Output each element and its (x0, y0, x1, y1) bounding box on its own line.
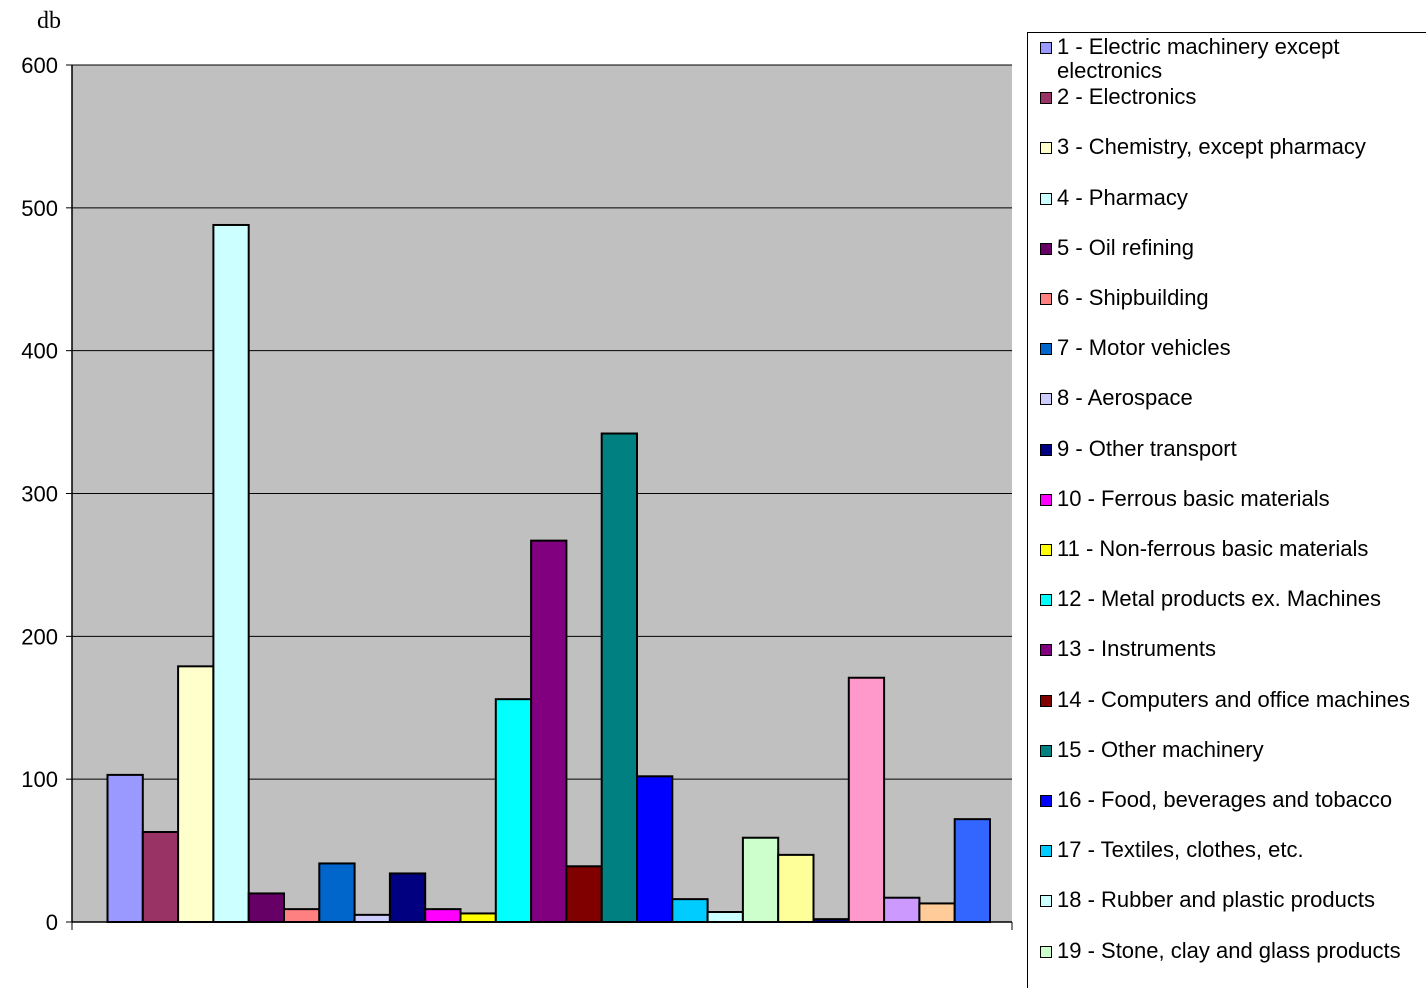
legend-label: 16 - Food, beverages and tobacco (1057, 787, 1393, 812)
legend-swatch (1040, 443, 1052, 456)
legend-label: 15 - Other machinery (1057, 736, 1264, 762)
legend-swatch (1040, 293, 1052, 305)
bar-24 (918, 902, 956, 923)
legend-label: 10 - Ferrous basic materials (1057, 485, 1330, 511)
legend-label: 11 - Non-ferrous basic materials (1057, 536, 1369, 561)
legend-label: 18 - Rubber and plastic products (1057, 887, 1375, 913)
legend-swatch (1040, 845, 1052, 858)
legend-swatch (1040, 192, 1052, 205)
legend-swatch (1040, 945, 1052, 958)
bar-5 (247, 892, 285, 924)
bar-8 (353, 913, 391, 924)
bar-2 (141, 831, 180, 924)
bar-9 (388, 872, 427, 923)
legend-label: 5 - Oil refining (1057, 234, 1194, 260)
bar-6 (283, 908, 321, 924)
legend-swatch (1040, 92, 1052, 105)
bar-23 (883, 896, 921, 923)
y-tick-label: 400 (21, 339, 58, 364)
bar-3 (177, 665, 215, 923)
legend-swatch (1040, 694, 1052, 707)
legend-swatch (1040, 895, 1052, 908)
legend-label: 1 - Electric machinery except electronic… (1057, 34, 1340, 83)
legend-swatch (1040, 42, 1052, 54)
legend-label: 7 - Motor vehicles (1057, 335, 1231, 361)
legend-swatch (1040, 744, 1052, 757)
legend-label: 6 - Shipbuilding (1057, 285, 1209, 310)
bar-20 (777, 853, 815, 924)
legend-swatch (1040, 544, 1052, 556)
bar-22 (847, 676, 886, 923)
bar-21 (812, 918, 850, 923)
legend-label: 3 - Chemistry, except pharmacy (1057, 134, 1366, 160)
legend-swatch (1040, 393, 1052, 406)
bar-17 (671, 898, 709, 923)
y-tick-label: 600 (21, 53, 58, 78)
bar-14 (565, 865, 603, 923)
legend-label: 2 - Electronics (1057, 84, 1197, 110)
legend-label: 4 - Pharmacy (1057, 184, 1188, 210)
bar-13 (530, 539, 568, 923)
y-tick-label: 100 (21, 767, 58, 792)
bar-1 (106, 773, 144, 923)
legend-swatch (1040, 343, 1052, 356)
y-tick-label: 0 (46, 910, 58, 935)
legend-label: 14 - Computers and office machines (1057, 686, 1410, 712)
bar-chart: 0 100 200 300 400 500 600 (21, 53, 1013, 935)
legend-label: 12 - Metal products ex. Machines (1057, 586, 1382, 612)
legend-swatch (1040, 493, 1052, 506)
bar-11 (459, 912, 497, 923)
legend-swatch (1040, 142, 1052, 155)
bar-18 (706, 911, 744, 923)
legend-label: 8 - Aerospace (1057, 385, 1193, 411)
bar-12 (494, 698, 533, 923)
legend-swatch (1040, 795, 1052, 807)
y-tick-label: 200 (21, 624, 58, 649)
bar-7 (318, 862, 356, 924)
legend-swatch (1040, 594, 1052, 607)
bar-10 (424, 908, 462, 924)
y-tick-label: 500 (21, 196, 58, 221)
bar-15 (600, 432, 639, 923)
y-tick-label: 300 (21, 482, 58, 507)
chart-legend: 1 - Electric machinery except electronic… (1027, 32, 1426, 988)
legend-label: 13 - Instruments (1057, 636, 1216, 662)
legend-label: 17 - Textiles, clothes, etc. (1057, 837, 1304, 863)
bar-19 (741, 836, 780, 923)
bar-25 (953, 818, 992, 923)
legend-swatch (1040, 242, 1052, 255)
legend-label: 9 - Other transport (1057, 435, 1237, 461)
bar-16 (636, 775, 674, 923)
y-axis-label: db (37, 8, 61, 34)
bar-4 (212, 223, 250, 923)
legend-swatch (1040, 644, 1052, 657)
legend-label: 19 - Stone, clay and glass products (1057, 937, 1401, 963)
